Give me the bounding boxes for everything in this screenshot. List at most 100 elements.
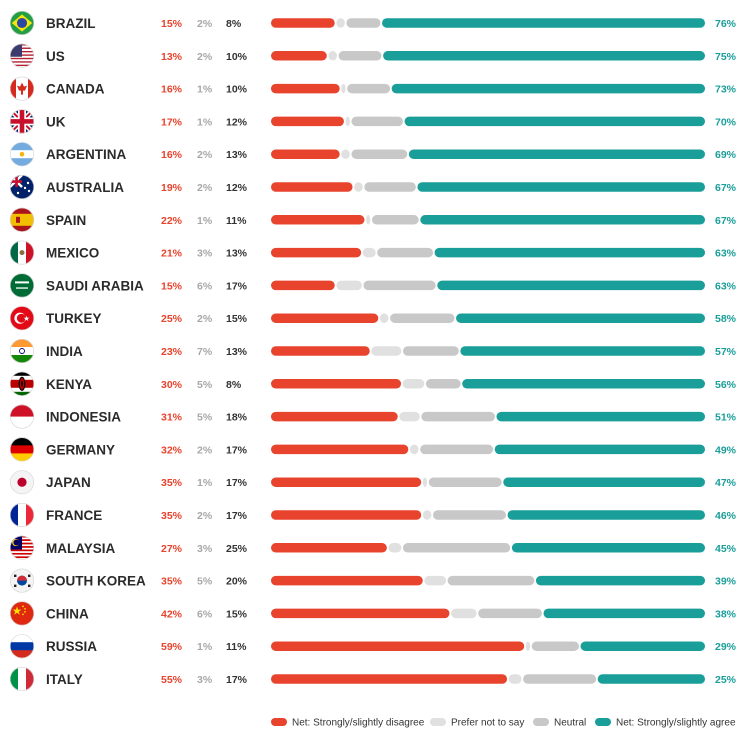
data-label-agree: 67%: [715, 215, 737, 227]
bar-agree-south-korea: [535, 575, 705, 586]
chart-row-italy: ITALY 55% 3% 17% 25%: [10, 666, 737, 691]
bar-prefer-not-italy: [508, 674, 522, 684]
bar-agree-us: [383, 51, 705, 61]
canada-flag-icon: [10, 76, 34, 101]
russia-flag-icon: [10, 634, 34, 659]
south-korea-flag-icon: [10, 568, 34, 593]
bar-disagree-uk: [271, 116, 344, 127]
legend-item-disagree: Net: Strongly/slightly disagree: [271, 718, 425, 729]
category-label: US: [46, 49, 65, 64]
data-label-agree: 46%: [715, 510, 737, 522]
data-label-disagree: 13%: [161, 51, 183, 63]
legend-swatch: [595, 718, 611, 726]
chart-row-japan: JAPAN 35% 1% 17% 47%: [10, 470, 737, 495]
bar-prefer-not-spain: [366, 215, 371, 225]
data-label-agree: 63%: [715, 280, 737, 292]
bar-disagree-brazil: [271, 18, 335, 28]
data-label-agree: 57%: [715, 346, 737, 358]
bar-disagree-mexico: [271, 247, 362, 258]
france-flag-icon: [10, 502, 34, 527]
bar-prefer-not-brazil: [336, 18, 345, 28]
bar-agree-france: [507, 510, 705, 520]
bar-neutral-turkey: [390, 313, 455, 323]
data-label-disagree: 42%: [161, 608, 183, 620]
data-label-prefer-not: 2%: [197, 510, 213, 522]
data-label-prefer-not: 2%: [197, 444, 213, 456]
mexico-flag-icon: [10, 240, 34, 265]
data-label-disagree: 32%: [161, 444, 183, 456]
bar-agree-china: [543, 608, 705, 619]
bar-agree-uk: [404, 116, 705, 127]
germany-flag-icon: [10, 437, 34, 462]
saudi-arabia-flag-icon: [10, 273, 34, 298]
bar-prefer-not-south-korea: [424, 575, 447, 586]
data-label-neutral: 12%: [226, 182, 248, 194]
data-label-agree: 67%: [715, 182, 737, 194]
bar-neutral-canada: [347, 83, 391, 94]
bar-neutral-kenya: [425, 379, 461, 389]
data-label-neutral: 15%: [226, 313, 248, 325]
bar-disagree-argentina: [271, 149, 340, 159]
data-label-prefer-not: 2%: [197, 51, 213, 63]
data-label-agree: 29%: [715, 641, 737, 653]
legend-swatch: [271, 718, 287, 726]
chart-row-us: US 13% 2% 10% 75%: [10, 43, 737, 68]
category-label: AUSTRALIA: [46, 180, 124, 195]
data-label-prefer-not: 2%: [197, 149, 213, 161]
data-label-neutral: 17%: [226, 674, 248, 686]
data-label-agree: 38%: [715, 608, 737, 620]
data-label-disagree: 30%: [161, 379, 183, 391]
data-label-agree: 75%: [715, 51, 737, 63]
data-label-prefer-not: 2%: [197, 18, 213, 30]
chart-row-india: INDIA 23% 7% 13% 57%: [10, 338, 737, 363]
data-label-disagree: 17%: [161, 116, 183, 128]
bar-disagree-malaysia: [271, 543, 387, 553]
bar-neutral-china: [478, 608, 542, 619]
bar-disagree-italy: [271, 674, 508, 684]
spain-flag-icon: [10, 207, 34, 232]
category-label: FRANCE: [46, 508, 102, 523]
data-label-prefer-not: 1%: [197, 477, 213, 489]
malaysia-flag-icon: [10, 535, 34, 560]
turkey-flag-icon: [10, 306, 34, 331]
data-label-neutral: 18%: [226, 412, 248, 424]
data-label-agree: 63%: [715, 248, 737, 260]
chart-legend: Net: Strongly/slightly disagree Prefer no…: [271, 718, 736, 729]
bar-disagree-turkey: [271, 313, 379, 323]
bar-prefer-not-russia: [525, 641, 531, 651]
data-label-neutral: 10%: [226, 51, 248, 63]
bar-neutral-germany: [420, 444, 494, 455]
data-label-prefer-not: 5%: [197, 576, 213, 588]
bar-prefer-not-australia: [354, 182, 363, 192]
chart-row-indonesia: INDONESIA 31% 5% 18% 51%: [10, 404, 737, 429]
data-label-disagree: 22%: [161, 215, 183, 227]
data-label-prefer-not: 2%: [197, 182, 213, 194]
bar-agree-germany: [494, 444, 705, 455]
chart-row-canada: CANADA 16% 1% 10% 73%: [10, 76, 737, 101]
data-label-neutral: 17%: [226, 444, 248, 456]
bar-neutral-spain: [371, 215, 419, 225]
legend-label: Prefer not to say: [451, 718, 524, 729]
data-label-prefer-not: 5%: [197, 379, 213, 391]
data-label-neutral: 20%: [226, 576, 248, 588]
australia-flag-icon: [10, 175, 34, 200]
chart-row-argentina: ARGENTINA 16% 2% 13% 69%: [10, 142, 737, 167]
bar-disagree-germany: [271, 444, 409, 455]
bar-agree-japan: [503, 477, 705, 487]
data-label-disagree: 16%: [161, 84, 183, 96]
data-label-disagree: 35%: [161, 576, 183, 588]
data-label-prefer-not: 7%: [197, 346, 213, 358]
bar-prefer-not-turkey: [379, 313, 389, 323]
italy-flag-icon: [10, 666, 34, 691]
bar-neutral-france: [433, 510, 506, 520]
data-label-neutral: 13%: [226, 248, 248, 260]
data-label-prefer-not: 6%: [197, 280, 213, 292]
data-label-agree: 51%: [715, 412, 737, 424]
bar-agree-italy: [597, 674, 705, 684]
data-label-agree: 58%: [715, 313, 737, 325]
data-label-prefer-not: 3%: [197, 543, 213, 555]
bar-agree-canada: [391, 83, 705, 94]
data-label-prefer-not: 1%: [197, 215, 213, 227]
data-label-prefer-not: 1%: [197, 641, 213, 653]
